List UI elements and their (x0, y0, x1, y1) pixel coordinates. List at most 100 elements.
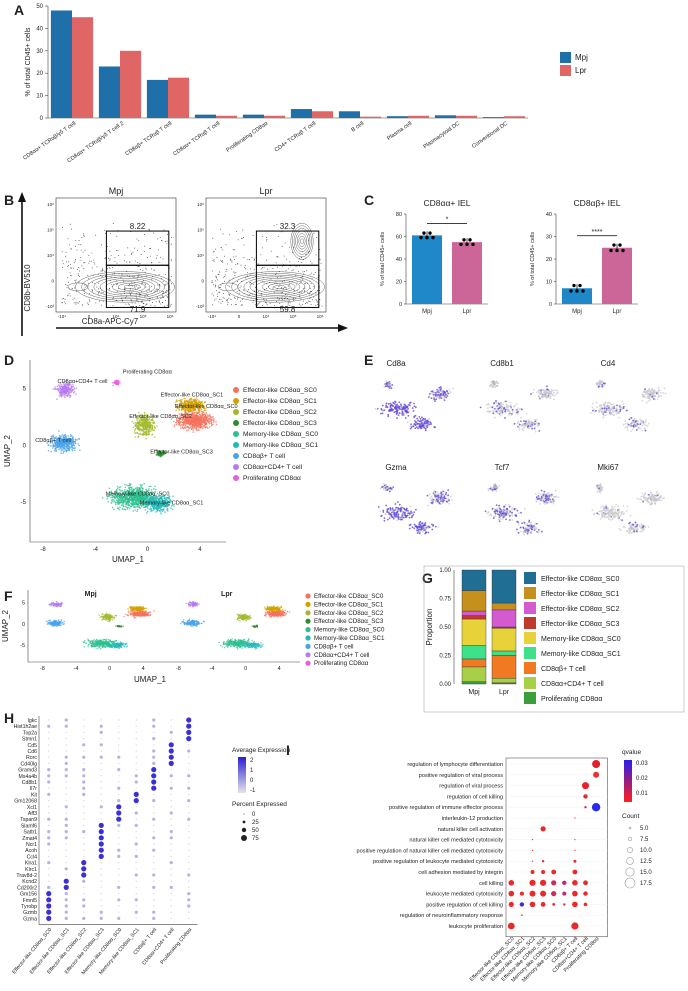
b-event-dot (212, 237, 214, 239)
d-cell-dot (149, 421, 152, 424)
d-cell-dot (204, 419, 207, 421)
b-event-dot (282, 287, 284, 289)
b-event-dot (272, 268, 274, 269)
d-cell-dot (113, 508, 115, 510)
d-cell-dot (195, 403, 197, 406)
b-contour (231, 273, 320, 301)
e-cell-dot (385, 380, 388, 382)
b-event-dot (303, 283, 305, 285)
d-cell-dot (134, 421, 137, 424)
b-event-dot (141, 281, 143, 283)
b-event-dot (108, 266, 110, 268)
d-cell-dot (143, 482, 145, 485)
b-event-dot (221, 249, 223, 251)
b-event-dot (62, 266, 64, 268)
d-cell-dot (119, 486, 122, 488)
b-event-dot (146, 294, 148, 296)
d-cell-dot (146, 503, 148, 505)
e-cell-dot (449, 391, 452, 393)
d-cell-dot (201, 416, 203, 419)
d-cell-dot (144, 425, 146, 428)
b-event-dot (287, 301, 289, 303)
d-cell-dot (205, 407, 207, 410)
d-cell-dot (139, 416, 141, 418)
d-cell-dot (196, 398, 199, 401)
b-event-dot (257, 263, 259, 265)
d-cell-dot (179, 399, 182, 401)
c-xtick-label: Mpj (422, 309, 432, 315)
b-event-dot (276, 289, 278, 291)
b-event-dot (76, 302, 78, 304)
d-cell-dot (160, 496, 162, 499)
d-xlabel: UMAP_1 (112, 555, 145, 564)
e-cell-dot (498, 405, 500, 407)
b-event-dot (228, 295, 230, 296)
e-cell-dot (383, 409, 386, 412)
d-cell-dot (116, 501, 119, 504)
b-event-dot (305, 283, 307, 284)
b-event-dot (150, 291, 152, 292)
b-event-dot (127, 247, 129, 249)
b-event-dot (67, 281, 69, 283)
b-event-dot (136, 285, 138, 287)
d-cell-dot (199, 413, 201, 416)
d-cell-dot (62, 391, 65, 393)
b-event-dot (235, 271, 237, 273)
d-cell-dot (136, 419, 139, 422)
d-cell-dot (184, 407, 186, 409)
e-cell-dot (537, 390, 540, 393)
b-event-dot (150, 304, 152, 306)
b-event-dot (139, 305, 141, 306)
panel-label-h: H (4, 710, 15, 726)
e-cell-dot (509, 404, 512, 407)
b-xtick-label: 0 (238, 314, 241, 319)
d-cell-dot (150, 485, 152, 488)
d-cell-dot (174, 403, 177, 406)
e-cell-dot (422, 418, 425, 421)
e-cell-dot (433, 397, 435, 400)
b-event-dot (226, 269, 228, 270)
b-event-dot (91, 252, 93, 254)
d-cell-dot (210, 418, 213, 421)
d-cell-dot (53, 449, 56, 452)
d-cell-dot (149, 416, 152, 419)
b-event-dot (91, 289, 93, 290)
d-cell-dot (132, 501, 135, 503)
d-cell-dot (143, 504, 146, 506)
c-point (572, 283, 576, 288)
d-cell-dot (207, 421, 210, 424)
b-event-dot (243, 244, 245, 246)
d-cell-dot (136, 492, 138, 495)
d-cell-dot (54, 448, 57, 450)
d-cell-dot (148, 485, 151, 488)
b-event-dot (117, 291, 118, 293)
b-event-dot (250, 292, 252, 294)
b-event-dot (251, 257, 253, 259)
b-event-dot (300, 257, 302, 259)
b-event-dot (292, 251, 293, 253)
d-cell-dot (173, 424, 176, 426)
e-cell-dot (515, 403, 518, 405)
d-cell-dot (195, 397, 198, 399)
b-event-dot (263, 266, 265, 268)
d-cell-dot (140, 498, 142, 500)
b-event-dot (89, 300, 91, 302)
d-cell-dot (114, 501, 117, 503)
d-cell-dot (50, 450, 52, 453)
e-cell-dot (486, 410, 489, 413)
b-event-dot (107, 257, 109, 259)
e-cell-dot (489, 406, 492, 408)
b-event-dot (284, 242, 286, 244)
b-event-dot (266, 259, 268, 261)
d-cell-dot (155, 499, 158, 502)
e-cell-dot (545, 391, 548, 394)
b-event-dot (285, 270, 287, 272)
b-event-dot (66, 261, 68, 263)
b-event-dot (253, 258, 255, 260)
e-cell-dot (549, 397, 552, 399)
e-cell-dot (387, 403, 390, 405)
d-cell-dot (212, 415, 214, 418)
d-legend-label: Effector-like CD8αα_SC2 (243, 409, 317, 416)
d-cell-dot (66, 395, 69, 397)
d-cell-dot (172, 420, 175, 423)
